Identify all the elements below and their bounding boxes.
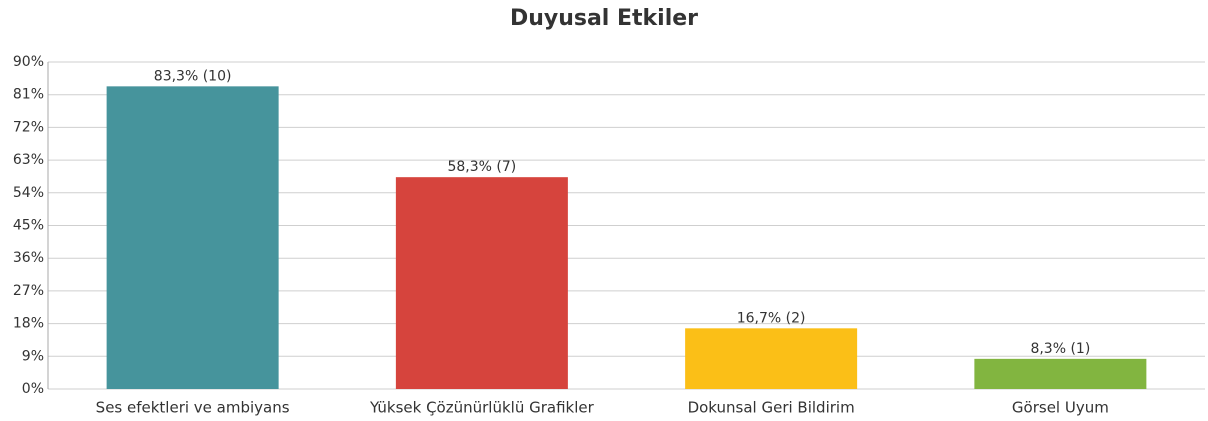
x-tick-label: Ses efektleri ve ambiyans [96, 399, 290, 417]
x-tick-label: Dokunsal Geri Bildirim [688, 399, 855, 417]
value-label: 8,3% (1) [1030, 341, 1090, 357]
y-tick-label: 0% [22, 381, 44, 397]
value-label: 83,3% (10) [154, 68, 232, 84]
bar [106, 86, 279, 390]
y-tick-label: 90% [13, 54, 44, 70]
y-tick-label: 45% [13, 218, 44, 234]
value-label: 16,7% (2) [737, 310, 806, 326]
value-label: 58,3% (7) [447, 159, 516, 175]
x-tick-label: Görsel Uyum [1012, 399, 1109, 417]
chart-title: Duyusal Etkiler [510, 6, 698, 31]
y-tick-label: 81% [13, 87, 44, 103]
bar [685, 328, 858, 389]
y-tick-label: 9% [22, 348, 44, 364]
bar [974, 358, 1147, 389]
y-tick-label: 54% [13, 185, 44, 201]
y-tick-label: 18% [13, 316, 44, 332]
y-tick-label: 63% [13, 152, 44, 168]
bar [395, 177, 568, 389]
y-tick-label: 27% [13, 283, 44, 299]
x-tick-label: Yüksek Çözünürlüklü Grafikler [369, 399, 595, 417]
y-tick-label: 72% [13, 119, 44, 135]
y-tick-label: 36% [13, 250, 44, 266]
